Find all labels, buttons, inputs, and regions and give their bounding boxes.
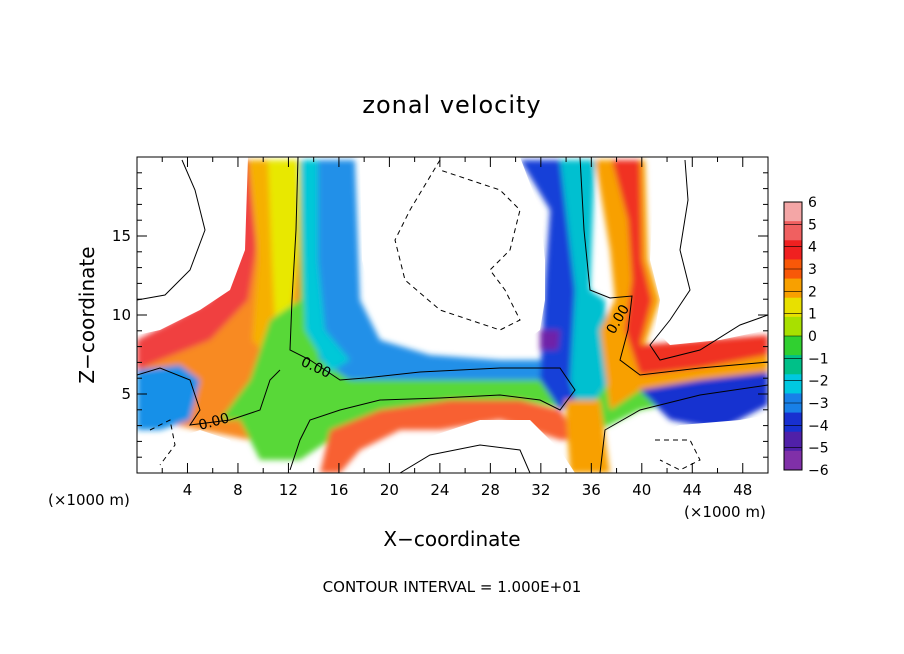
x-tick-label: 24	[430, 481, 449, 499]
x-tick-label: 44	[683, 481, 702, 499]
contour-zero-left	[289, 157, 576, 471]
colorbar-swatch	[784, 221, 802, 241]
contour-dashed-lower-left	[149, 419, 176, 466]
chart-title: zonal velocity	[362, 91, 541, 119]
field-blank-lower-left	[150, 430, 240, 473]
field-purple-spot	[540, 330, 560, 350]
colorbar-swatch	[784, 316, 802, 337]
field-blank-upper-center	[360, 157, 545, 345]
x-tick-label: 12	[279, 481, 298, 499]
colorbar-swatch	[784, 297, 802, 318]
y-tick-label: 5	[121, 385, 131, 403]
x-tick-label: 48	[733, 481, 752, 499]
x-unit-label: (×1000 m)	[684, 503, 766, 521]
field-blue-pocket-right	[640, 372, 768, 430]
colorbar-label: 1	[808, 307, 817, 323]
x-tick-label: 36	[582, 481, 601, 499]
contour-label-1: 0.00	[197, 410, 231, 434]
colorbar-label: 2	[808, 284, 817, 300]
contour-dashed-center	[394, 159, 521, 331]
y-tick-label: 10	[112, 306, 131, 324]
x-tick-label: 20	[380, 481, 399, 499]
colorbar-label: −5	[808, 441, 829, 457]
contour-thin-upper-right	[649, 159, 768, 361]
contour-interval-note: CONTOUR INTERVAL = 1.000E+01	[323, 578, 582, 596]
contour-dashed-lower-right	[655, 439, 701, 471]
field-blank-lower-center	[350, 420, 575, 473]
colorbar-swatch	[784, 336, 802, 356]
field-cyan-jet-right	[560, 160, 610, 420]
colorbar: 6 5 4 3 2 1 0 −1 −2 −3 −4 −5 −6	[783, 195, 829, 479]
y-axis-label: Z−coordinate	[75, 246, 99, 383]
y-axis-ticks: 5 10 15	[112, 172, 768, 458]
colorbar-label: 5	[808, 217, 817, 233]
contour-zero-right	[579, 157, 768, 376]
field-cyan-jet-left	[300, 160, 350, 372]
colorbar-label: 0	[808, 329, 817, 345]
x-axis-label: X−coordinate	[383, 527, 520, 551]
field-blank-upper-right	[650, 157, 768, 345]
x-axis-ticks: 4 8 12 16 20 24 28 32 36 40 44 48	[161, 157, 752, 499]
colorbar-swatch	[784, 278, 802, 299]
colorbar-label: 3	[808, 262, 817, 278]
field-blank-upper-left	[137, 157, 248, 335]
colorbar-label: −6	[808, 463, 829, 479]
colorbar-label: 6	[808, 195, 817, 211]
velocity-field	[137, 157, 768, 473]
colorbar-label: −1	[808, 351, 829, 367]
field-blue-pocket-left	[137, 365, 200, 430]
x-tick-label: 4	[183, 481, 193, 499]
field-blue-jet-left	[300, 160, 560, 380]
colorbar-swatch	[784, 374, 802, 394]
colorbar-label: 4	[808, 240, 817, 256]
colorbar-swatch	[784, 412, 802, 433]
contour-zero-right-lower	[599, 384, 768, 473]
contour-zero-left-lower	[137, 367, 281, 426]
colorbar-label: −4	[808, 418, 829, 434]
colorbar-label: −2	[808, 374, 829, 390]
colorbar-swatch	[784, 240, 802, 260]
colorbar-label: −3	[808, 396, 829, 412]
contour-thin-upper-left	[137, 159, 206, 301]
colorbar-swatch	[784, 431, 802, 452]
contour-thin-lower-center	[399, 444, 531, 473]
colorbar-swatch	[784, 355, 802, 375]
x-tick-label: 32	[531, 481, 550, 499]
x-tick-label: 28	[481, 481, 500, 499]
field-red-lower-left	[137, 160, 258, 370]
colorbar-swatch	[784, 202, 802, 222]
field-warm-column-bottom	[565, 400, 610, 473]
x-tick-label: 40	[632, 481, 651, 499]
y-tick-label: 15	[112, 227, 131, 245]
x-tick-label: 8	[233, 481, 243, 499]
field-red-jet-right	[612, 160, 768, 375]
field-warm-lower-center	[320, 400, 580, 473]
x-tick-label: 16	[329, 481, 348, 499]
colorbar-swatch	[784, 450, 802, 471]
z-unit-label: (×1000 m)	[48, 491, 130, 509]
